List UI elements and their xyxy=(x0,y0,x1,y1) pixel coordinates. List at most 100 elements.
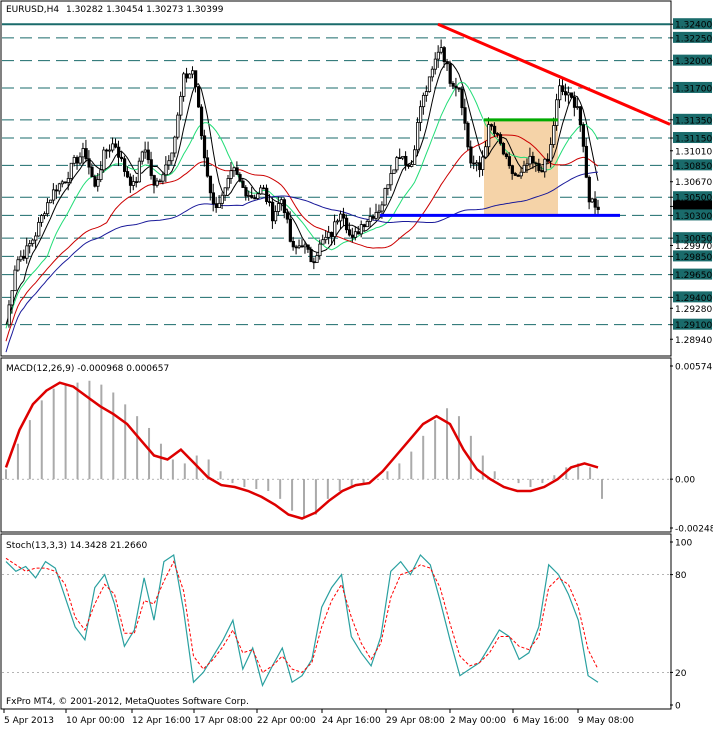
candle-body xyxy=(416,122,420,151)
candle-body xyxy=(504,153,509,157)
candle-body xyxy=(380,204,384,212)
candle-body xyxy=(593,198,597,208)
candle-body xyxy=(211,192,215,205)
candle-body xyxy=(324,236,328,241)
candle-body xyxy=(487,124,491,148)
candle-body xyxy=(564,91,568,96)
candle-body xyxy=(117,146,121,158)
candle-body xyxy=(270,201,275,222)
candle-body xyxy=(16,259,20,271)
candle-body xyxy=(519,171,523,177)
candle-body xyxy=(250,195,254,199)
candle-body xyxy=(170,152,174,162)
candle-body xyxy=(484,146,488,158)
candle-body xyxy=(202,135,207,159)
candle-body xyxy=(63,181,67,184)
candle-body xyxy=(569,92,574,98)
price-tick-highlight xyxy=(673,54,712,66)
price-tick-label: 1.31010 xyxy=(675,147,712,157)
stoch-panel xyxy=(0,533,672,710)
candle-body xyxy=(401,155,405,159)
price-tick-label: 1.29100 xyxy=(675,321,712,331)
x-tick-label: 10 Apr 00:00 xyxy=(66,716,125,726)
candle-body xyxy=(51,189,56,201)
candle-body xyxy=(176,114,180,138)
candle-body xyxy=(427,76,432,92)
price-tick-label: 1.32250 xyxy=(675,34,712,44)
candle-body xyxy=(72,157,76,164)
price-tick-label: 1.30300 xyxy=(675,212,712,222)
candle-body xyxy=(575,106,580,109)
candle-body xyxy=(572,96,577,108)
candle-body xyxy=(534,162,538,165)
candle-body xyxy=(333,221,337,237)
candle-body xyxy=(300,245,304,248)
stoch-title: Stoch(13,3,3) 14.3428 21.2660 xyxy=(6,541,147,551)
candle-body xyxy=(433,58,438,70)
price-tick-highlight xyxy=(673,132,712,144)
candle-body xyxy=(430,68,435,78)
candle-body xyxy=(404,155,408,166)
candle-body xyxy=(173,136,177,154)
candle-body xyxy=(537,163,541,171)
x-tick-label: 6 May 16:00 xyxy=(513,716,569,726)
candle-body xyxy=(43,213,47,216)
candle-body xyxy=(294,246,298,249)
current-price-marker xyxy=(673,200,712,212)
price-tick-highlight xyxy=(673,250,712,262)
candle-body xyxy=(371,216,375,219)
candle-body xyxy=(439,47,443,53)
price-tick-label: 1.32400 xyxy=(675,21,712,31)
candle-body xyxy=(567,92,571,96)
candle-body xyxy=(232,167,236,172)
price-tick-label: 1.30500 xyxy=(675,194,712,204)
candle-body xyxy=(208,175,213,194)
candle-body xyxy=(528,155,532,165)
x-tick-label: 22 Apr 00:00 xyxy=(257,716,316,726)
candle-body xyxy=(137,160,141,183)
candle-body xyxy=(546,158,550,162)
candle-body xyxy=(196,86,201,108)
candle-body xyxy=(466,122,470,148)
candle-body xyxy=(472,162,476,165)
candle-body xyxy=(413,149,417,165)
candle-body xyxy=(66,178,70,183)
candle-body xyxy=(558,85,562,101)
candle-body xyxy=(143,149,147,153)
candle-body xyxy=(555,99,559,126)
candle-body xyxy=(561,85,565,92)
candle-body xyxy=(285,212,290,220)
candle-body xyxy=(108,149,112,152)
candle-body xyxy=(596,206,600,210)
candle-body xyxy=(424,91,429,96)
candle-body xyxy=(125,171,130,178)
candle-body xyxy=(155,180,159,186)
candle-body xyxy=(268,201,272,203)
candle-body xyxy=(525,163,529,166)
candle-body xyxy=(93,176,97,187)
candle-body xyxy=(111,143,115,151)
macd-tick-label: 0.005747 xyxy=(675,363,713,373)
candle-body xyxy=(217,202,221,209)
candle-body xyxy=(235,167,239,175)
candle-body xyxy=(244,187,248,197)
candle-body xyxy=(214,203,218,209)
candle-body xyxy=(410,164,414,167)
candle-body xyxy=(87,158,91,168)
candle-body xyxy=(315,255,319,263)
price-tick-label: 1.31700 xyxy=(675,84,712,94)
candle-body xyxy=(7,304,11,326)
price-tick-label: 1.29280 xyxy=(675,305,712,315)
candle-body xyxy=(84,148,88,160)
candle-body xyxy=(54,189,59,192)
candle-body xyxy=(339,213,343,222)
candle-body xyxy=(131,181,136,186)
candle-body xyxy=(347,229,352,236)
macd-title: MACD(12,26,9) -0.000968 0.000657 xyxy=(6,364,169,374)
stoch-tick-label: 0 xyxy=(675,702,681,712)
candle-body xyxy=(359,224,364,235)
candle-body xyxy=(578,106,583,126)
resistance-trendline xyxy=(437,22,671,126)
copyright-label: FxPro MT4, © 2001-2012, MetaQuotes Softw… xyxy=(6,697,249,707)
